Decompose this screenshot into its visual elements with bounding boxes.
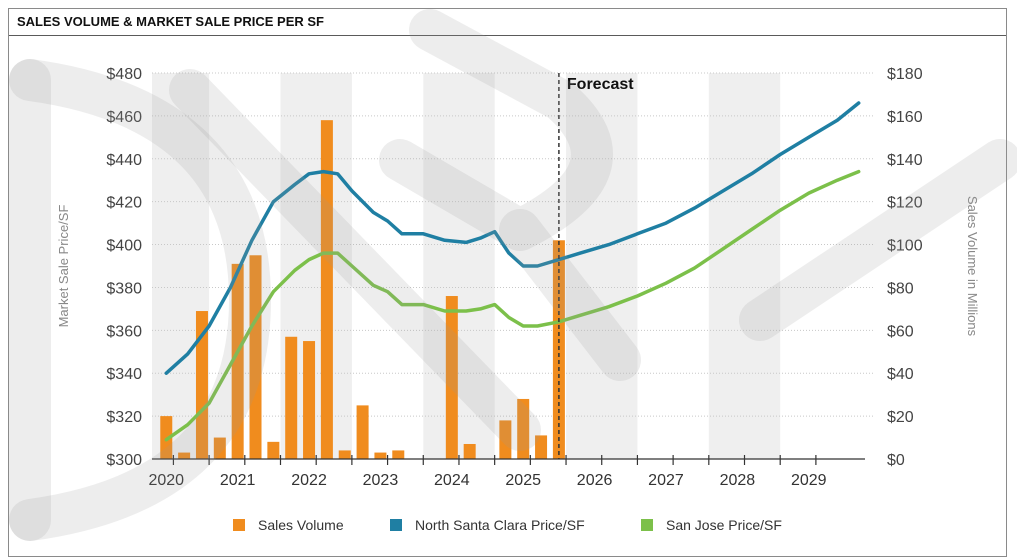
right-axis-tick-label: $120: [887, 195, 923, 212]
sales-volume-bar: [445, 296, 458, 459]
sales-volume-bar: [374, 452, 387, 459]
x-tick-label: 2024: [434, 472, 470, 489]
x-tick-label: 2025: [505, 472, 541, 489]
right-axis-tick-label: $20: [887, 409, 914, 426]
sales-volume-bar: [499, 420, 512, 459]
legend-label: North Santa Clara Price/SF: [415, 517, 585, 533]
left-axis-tick-label: $320: [106, 409, 142, 426]
legend-swatch: [390, 519, 402, 531]
legend-label: Sales Volume: [258, 517, 344, 533]
forecast-label: Forecast: [567, 76, 634, 93]
legend-swatch: [641, 519, 653, 531]
right-axis-title: Sales Volume in Millions: [965, 196, 980, 337]
sales-volume-bar: [231, 263, 244, 459]
right-axis-tick-label: $40: [887, 366, 914, 383]
right-axis-tick-label: $80: [887, 280, 914, 297]
x-tick-label: 2027: [648, 472, 684, 489]
right-axis-tick-label: $180: [887, 66, 923, 83]
sales-volume-bar: [320, 120, 333, 459]
sales-volume-bar: [178, 452, 191, 459]
x-tick-label: 2026: [577, 472, 613, 489]
right-axis-tick-label: $100: [887, 238, 923, 255]
sales-volume-bar: [195, 311, 208, 459]
left-axis-tick-label: $440: [106, 152, 142, 169]
left-axis-tick-label: $300: [106, 452, 142, 469]
right-axis-tick-label: $0: [887, 452, 905, 469]
x-tick-label: 2021: [220, 472, 256, 489]
sales-volume-bar: [160, 416, 173, 459]
sales-volume-bar: [535, 435, 548, 459]
right-axis-tick-label: $140: [887, 152, 923, 169]
sales-volume-bar: [303, 341, 316, 459]
right-axis-tick-label: $60: [887, 323, 914, 340]
left-axis-tick-label: $420: [106, 195, 142, 212]
san-jose-line: [164, 169, 861, 442]
x-tick-label: 2022: [291, 472, 327, 489]
x-tick-label: 2029: [791, 472, 827, 489]
north-santa-clara-line: [164, 101, 861, 375]
left-axis-tick-label: $480: [106, 66, 142, 83]
year-band: [708, 73, 781, 459]
sales-volume-bar: [517, 398, 530, 459]
sales-volume-bar: [285, 336, 298, 459]
left-axis-tick-label: $460: [106, 109, 142, 126]
x-tick-label: 2020: [148, 472, 184, 489]
left-axis-tick-label: $380: [106, 280, 142, 297]
sales-volume-bar: [249, 255, 262, 459]
sales-volume-bar: [392, 450, 405, 459]
chart-title: SALES VOLUME & MARKET SALE PRICE PER SF: [9, 9, 1006, 36]
legend-label: San Jose Price/SF: [666, 517, 782, 533]
year-band: [566, 73, 638, 459]
year-band: [423, 73, 495, 459]
legend-swatch: [233, 519, 245, 531]
x-tick-label: 2028: [720, 472, 756, 489]
left-axis-tick-label: $400: [106, 238, 142, 255]
sales-volume-bar: [356, 405, 369, 459]
sales-volume-bar: [338, 450, 351, 459]
left-axis-tick-label: $340: [106, 366, 142, 383]
sales-volume-bar: [267, 441, 280, 459]
sales-volume-bar: [213, 437, 226, 459]
sales-volume-bar: [463, 443, 476, 459]
left-axis-tick-label: $360: [106, 323, 142, 340]
right-axis-tick-label: $160: [887, 109, 923, 126]
left-axis-title: Market Sale Price/SF: [56, 205, 71, 328]
x-tick-label: 2023: [363, 472, 399, 489]
